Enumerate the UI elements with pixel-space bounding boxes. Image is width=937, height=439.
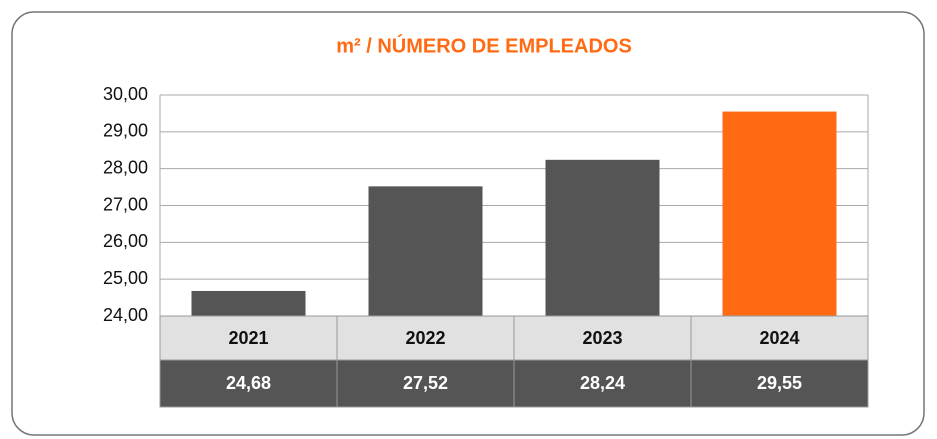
value-label: 28,24: [580, 373, 625, 393]
y-tick-label: 30,00: [103, 84, 148, 104]
y-tick-label: 24,00: [103, 305, 148, 325]
y-tick-label: 28,00: [103, 157, 148, 177]
value-label: 29,55: [757, 373, 802, 393]
x-tick-label: 2023: [582, 328, 622, 348]
x-tick-label: 2024: [759, 328, 799, 348]
chart-title: m² / NÚMERO DE EMPLEADOS: [336, 33, 632, 57]
value-label: 27,52: [403, 373, 448, 393]
x-tick-label: 2021: [228, 328, 268, 348]
bar: [722, 111, 837, 316]
value-label: 24,68: [226, 373, 271, 393]
table-header-cell: [336, 315, 515, 361]
bar: [368, 186, 483, 316]
table-header-cell: [690, 315, 869, 361]
y-tick-label: 25,00: [103, 268, 148, 288]
bar: [191, 290, 306, 316]
table-value-cell: [159, 359, 338, 408]
y-tick-label: 29,00: [103, 121, 148, 141]
y-tick-label: 26,00: [103, 231, 148, 251]
table-value-cell: [336, 359, 515, 408]
table-header-cell: [159, 315, 338, 361]
x-tick-label: 2022: [405, 328, 445, 348]
table-value-cell: [513, 359, 692, 408]
bar: [545, 159, 660, 316]
y-tick-label: 27,00: [103, 194, 148, 214]
table-value-cell: [690, 359, 869, 408]
